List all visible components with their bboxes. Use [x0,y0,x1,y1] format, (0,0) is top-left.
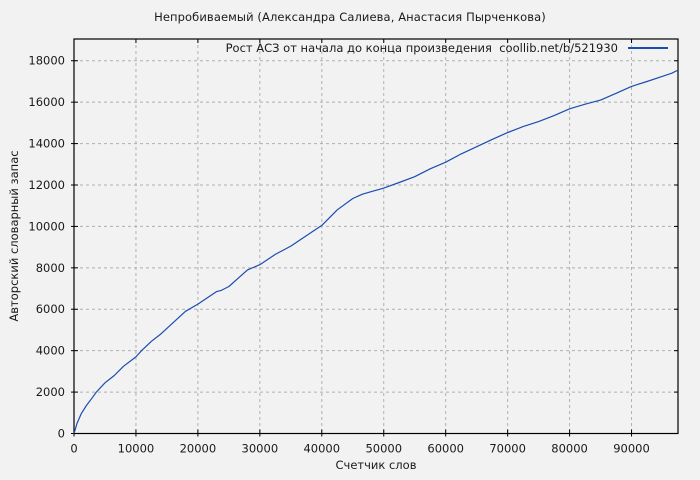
y-axis-title: Авторский словарный запас [7,150,21,322]
x-tick-label: 70000 [489,442,526,456]
y-tick-label: 8000 [36,261,65,275]
y-tick-label: 16000 [28,95,65,109]
y-tick-label: 10000 [28,219,65,233]
x-axis-title: Счетчик слов [335,458,417,472]
y-tick-label: 14000 [28,137,65,151]
y-tick-label: 0 [58,427,65,441]
y-tick-label: 2000 [36,385,65,399]
y-tick-label: 18000 [28,54,65,68]
x-tick-label: 40000 [303,442,340,456]
x-tick-label: 30000 [242,442,279,456]
plot-border [73,38,679,435]
x-tick-label: 60000 [427,442,464,456]
x-tick-label: 80000 [551,442,588,456]
y-tick-label: 6000 [36,302,65,316]
x-tick-label: 0 [70,442,77,456]
data-line [73,69,679,434]
x-tick-label: 20000 [180,442,217,456]
y-tick-label: 4000 [36,344,65,358]
chart-title: Непробиваемый (Александра Салиева, Анаст… [154,10,546,24]
x-tick-label: 90000 [613,442,650,456]
x-tick-label: 10000 [118,442,155,456]
y-tick-label: 12000 [28,178,65,192]
x-tick-label: 50000 [365,442,402,456]
